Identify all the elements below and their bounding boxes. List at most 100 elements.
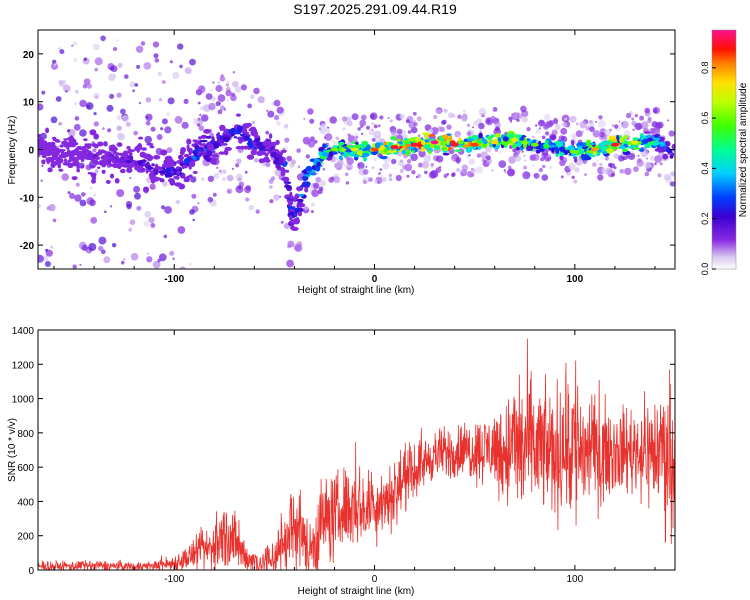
spectrogram-blob bbox=[269, 199, 274, 204]
spectrogram-xlabel: Height of straight line (km) bbox=[298, 285, 415, 296]
spectrogram-blob bbox=[133, 185, 141, 193]
spectrogram-blob bbox=[507, 135, 514, 139]
spectrogram-blob bbox=[99, 149, 106, 154]
spectrogram-blob bbox=[362, 148, 368, 152]
spectrogram-blob bbox=[68, 138, 77, 145]
spectrogram-blob bbox=[93, 133, 99, 140]
spectrogram-blob bbox=[560, 135, 568, 143]
spectrogram-blob bbox=[139, 165, 144, 171]
spectrogram-blob bbox=[199, 143, 207, 147]
snr-xtick-label: 0 bbox=[372, 574, 378, 585]
spectrogram-blob bbox=[41, 147, 49, 153]
spectrogram-blob bbox=[123, 258, 126, 261]
spectrogram-blob bbox=[567, 145, 575, 151]
spectrogram-blob bbox=[589, 142, 596, 146]
spectrogram-blob bbox=[222, 169, 227, 174]
spectrogram-blob bbox=[137, 160, 143, 166]
spectrogram-blob bbox=[378, 172, 381, 175]
spectrogram-blob bbox=[200, 114, 209, 122]
spectrogram-ytick-label: 0 bbox=[28, 146, 34, 157]
spectrogram-blob bbox=[639, 115, 645, 121]
spectrogram-blob bbox=[508, 116, 513, 121]
spectrogram-blob bbox=[92, 148, 97, 153]
spectrogram-blob bbox=[422, 132, 431, 136]
spectrogram-blob bbox=[282, 176, 290, 183]
spectrogram-blob bbox=[486, 135, 493, 140]
spectrogram-blob bbox=[162, 162, 170, 168]
spectrogram-blob bbox=[218, 102, 221, 105]
spectrogram-blob bbox=[68, 155, 76, 162]
spectrogram-blob bbox=[73, 58, 78, 63]
spectrogram-blob bbox=[416, 116, 422, 122]
spectrogram-blob bbox=[560, 152, 565, 156]
spectrogram-blob bbox=[575, 130, 583, 138]
spectrogram-blob bbox=[252, 121, 255, 124]
spectrogram-blob bbox=[48, 203, 56, 212]
spectrogram-blob bbox=[219, 105, 226, 111]
spectrogram-blob bbox=[574, 157, 578, 163]
spectrogram-blob bbox=[307, 108, 314, 115]
spectrogram-blob bbox=[619, 168, 625, 174]
spectrogram-blob bbox=[94, 57, 103, 66]
spectrogram-blob bbox=[476, 153, 482, 158]
spectrogram-blob bbox=[519, 137, 525, 141]
colorbar-tick-label: 0.6 bbox=[700, 112, 710, 125]
spectrogram-blob bbox=[76, 168, 81, 173]
spectrogram-blob bbox=[410, 153, 418, 162]
spectrogram-blob bbox=[413, 119, 416, 122]
spectrogram-blob bbox=[54, 140, 61, 143]
spectrogram-blob bbox=[172, 71, 180, 80]
spectrogram-blob bbox=[174, 182, 183, 187]
spectrogram-blob bbox=[373, 130, 382, 139]
spectrogram-blob bbox=[55, 157, 64, 164]
spectrogram-blob bbox=[406, 149, 411, 157]
spectrogram-blob bbox=[41, 155, 47, 159]
spectrogram-blob bbox=[292, 218, 300, 225]
spectrogram-blob bbox=[539, 148, 545, 152]
spectrogram-blob bbox=[402, 140, 408, 143]
spectrogram-blob bbox=[257, 96, 265, 104]
spectrogram-blob bbox=[562, 149, 568, 154]
spectrogram-blob bbox=[502, 136, 509, 142]
spectrogram-blob bbox=[158, 253, 167, 262]
spectrogram-blob bbox=[183, 158, 191, 164]
spectrogram-blob bbox=[611, 124, 615, 127]
spectrogram-blob bbox=[344, 172, 349, 177]
spectrogram-blob bbox=[133, 148, 140, 151]
spectrogram-blob bbox=[297, 194, 305, 197]
spectrogram-blob bbox=[105, 270, 113, 278]
spectrogram-blob bbox=[43, 255, 49, 262]
spectrogram-xtick-label: 100 bbox=[566, 274, 583, 285]
spectrogram-blob bbox=[234, 86, 242, 93]
spectrogram-blob bbox=[428, 134, 435, 137]
spectrogram-blob bbox=[276, 106, 284, 114]
spectrogram-blob bbox=[158, 97, 163, 102]
spectrogram-blob bbox=[72, 41, 78, 47]
spectrogram-blob bbox=[643, 135, 647, 139]
spectrogram-blob bbox=[73, 149, 78, 153]
spectrogram-blob bbox=[103, 156, 109, 162]
spectrogram-blob bbox=[446, 124, 452, 130]
spectrogram-blob bbox=[108, 73, 116, 81]
spectrogram-blob bbox=[634, 122, 642, 131]
spectrogram-blob bbox=[66, 145, 70, 150]
spectrogram-blob bbox=[424, 170, 428, 175]
spectrogram-blob bbox=[103, 256, 111, 264]
spectrogram-blob bbox=[150, 126, 156, 132]
spectrogram-blob bbox=[129, 176, 132, 180]
spectrogram-blob bbox=[177, 226, 186, 234]
spectrogram-blob bbox=[605, 141, 612, 146]
spectrogram-blob bbox=[569, 115, 577, 123]
spectrogram-blob bbox=[183, 176, 188, 183]
spectrogram-blob bbox=[83, 138, 88, 142]
spectrogram-blob bbox=[622, 148, 628, 153]
spectrogram-peak bbox=[590, 147, 599, 152]
spectrogram-blob bbox=[541, 174, 549, 181]
spectrogram-blob bbox=[512, 142, 518, 149]
spectrogram-blob bbox=[105, 179, 111, 184]
spectrogram-blob bbox=[346, 157, 354, 165]
spectrogram-blob bbox=[212, 81, 215, 84]
colorbar-tick-label: 0.2 bbox=[700, 212, 710, 225]
spectrogram-blob bbox=[643, 131, 651, 134]
